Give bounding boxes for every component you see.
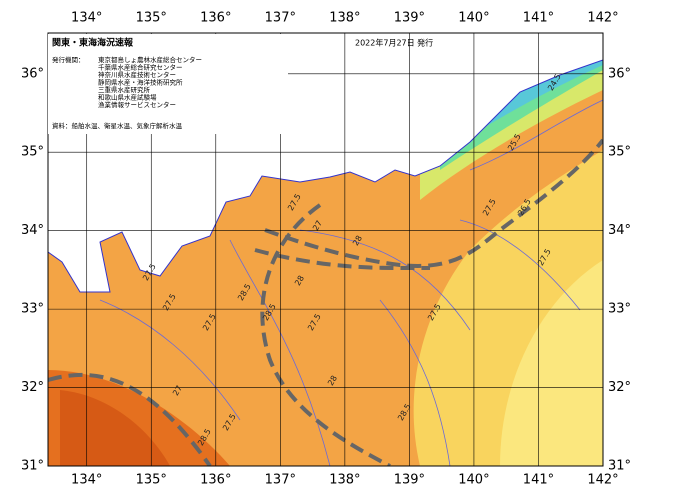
x-tick-label: 134°	[71, 473, 102, 488]
x-tick-label: 139°	[394, 473, 425, 488]
issuer-heading: 発行機関：	[52, 55, 85, 64]
contour-label: 28	[351, 234, 364, 247]
y-tick-label: 35°	[21, 145, 44, 160]
contour-label: 28	[326, 374, 339, 387]
y-tick-label: 36°	[608, 66, 631, 81]
y-tick-label: 34°	[608, 223, 631, 238]
issuer: 和歌山県水産試験場	[98, 93, 157, 102]
x-tick-label: 135°	[136, 473, 167, 488]
x-tick-label: 136°	[200, 473, 231, 488]
y-tick-label: 33°	[608, 302, 631, 317]
x-tick-label: 137°	[265, 473, 296, 488]
x-tick-label: 134°	[71, 11, 102, 26]
y-tick-label: 36°	[21, 66, 44, 81]
issuer: 千葉県水産総合研究センター	[98, 63, 183, 72]
source: 資料：船舶水温、衛星水温、気象庁解析水温	[52, 121, 183, 130]
map-frame	[47, 32, 604, 467]
x-tick-label: 136°	[200, 11, 231, 26]
x-tick-label: 141°	[523, 11, 554, 26]
x-tick-label: 141°	[523, 473, 554, 488]
issuer: 三重県水産研究所	[98, 85, 151, 94]
kuroshio-axis	[48, 138, 603, 466]
y-tick-label: 32°	[608, 380, 631, 395]
contour-label: 27	[171, 384, 184, 397]
issuer: 漁業情報サービスセンター	[98, 100, 176, 109]
y-tick-label: 32°	[21, 380, 44, 395]
warm-field	[60, 390, 170, 466]
issuer: 静岡県水産・海洋技術研究所	[98, 78, 183, 87]
x-tick-label: 138°	[329, 473, 360, 488]
title: 関東・東海海況速報	[52, 37, 134, 49]
issuer-list: 東京都島しょ農林水産総合センター千葉県水産総合研究センター神奈川県水産技術センタ…	[98, 55, 202, 109]
x-tick-label: 135°	[136, 11, 167, 26]
contour-label: 28	[293, 274, 306, 287]
y-tick-label: 31°	[608, 459, 631, 474]
x-tick-label: 142°	[587, 473, 618, 488]
y-tick-label: 31°	[21, 459, 44, 474]
x-tick-label: 137°	[265, 11, 296, 26]
x-tick-label: 140°	[458, 11, 489, 26]
contour-label: 27	[311, 219, 324, 232]
legend-box	[48, 34, 288, 134]
y-tick-label: 34°	[21, 223, 44, 238]
issuer: 神奈川県水産技術センター	[98, 70, 176, 79]
x-tick-label: 138°	[329, 11, 360, 26]
x-tick-label: 139°	[394, 11, 425, 26]
cool-field	[500, 260, 603, 466]
issuer: 東京都島しょ農林水産総合センター	[98, 55, 202, 64]
y-tick-label: 35°	[608, 145, 631, 160]
x-tick-label: 142°	[587, 11, 618, 26]
x-tick-label: 140°	[458, 473, 489, 488]
issue-date: 2022年7月27日 発行	[355, 38, 433, 48]
y-tick-label: 33°	[21, 302, 44, 317]
